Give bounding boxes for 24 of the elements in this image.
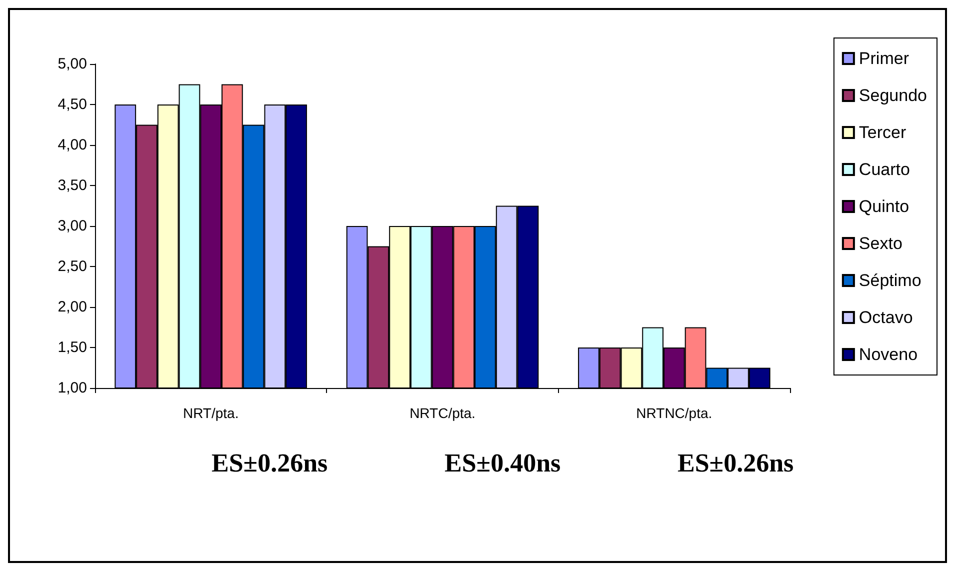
text: ES±0.26ns bbox=[211, 448, 328, 478]
y-tick-label: 3,00 bbox=[58, 218, 87, 234]
y-tick-label: 1,00 bbox=[58, 380, 87, 396]
legend-label: Séptimo bbox=[858, 271, 922, 290]
x-tick-label: NRTC/pta. bbox=[410, 405, 476, 421]
y-tick-label: 1,50 bbox=[58, 339, 87, 356]
y-tick-label: 3,50 bbox=[58, 177, 87, 194]
x-tick-label: NRTNC/pta. bbox=[636, 405, 712, 421]
legend-label: Primer bbox=[858, 49, 910, 68]
legend-label: Segundo bbox=[858, 86, 928, 105]
legend-label: Tercer bbox=[858, 123, 907, 142]
y-tick-label: 2,50 bbox=[58, 258, 87, 275]
y-tick-label: 5,00 bbox=[58, 56, 87, 72]
legend-label: Octavo bbox=[858, 308, 913, 327]
y-tick-label: 2,00 bbox=[58, 298, 87, 316]
legend-label: Quinto bbox=[858, 197, 910, 216]
legend-label: Sexto bbox=[858, 234, 902, 253]
y-tick-label: 4,50 bbox=[58, 96, 87, 113]
legend-label: Cuarto bbox=[858, 160, 910, 179]
text: ES±0.40ns bbox=[444, 448, 561, 478]
legend-label: Noveno bbox=[858, 345, 918, 364]
y-tick-label: 4,00 bbox=[58, 136, 87, 154]
text: ES±0.26ns bbox=[677, 448, 794, 478]
x-tick-label: NRT/pta. bbox=[182, 405, 239, 421]
